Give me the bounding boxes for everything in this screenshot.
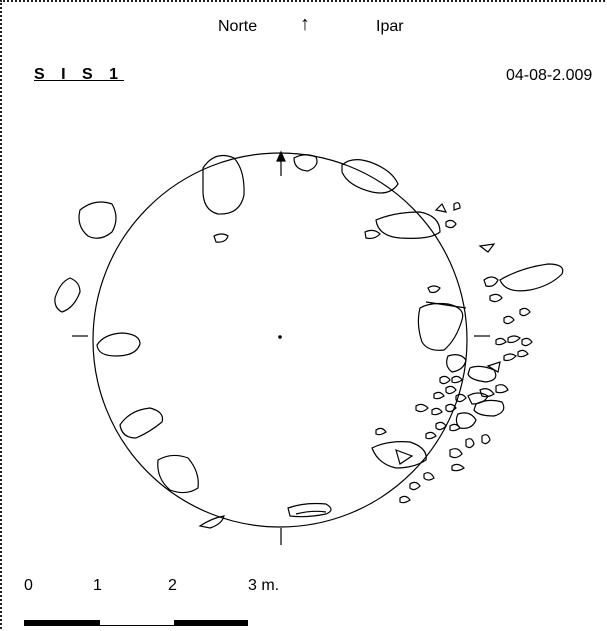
scale-label-1: 1: [93, 577, 102, 594]
stone: [455, 412, 477, 429]
scale-label-0: 0: [24, 577, 33, 594]
stone: [202, 155, 245, 215]
stone: [423, 472, 435, 481]
stone: [503, 353, 517, 362]
stone: [375, 211, 441, 239]
stone: [453, 202, 461, 211]
stone: [445, 385, 457, 395]
stone: [213, 233, 229, 243]
stone: [198, 515, 225, 529]
stone: [371, 441, 427, 469]
scale-bar-segment-filled: [174, 620, 248, 626]
scale-label-3: 3 m.: [248, 577, 280, 594]
stone: [519, 307, 531, 317]
stone: [399, 495, 411, 504]
stone: [364, 229, 381, 240]
site-title: S I S 1: [34, 66, 125, 83]
stone: [341, 159, 399, 194]
stone: [483, 276, 499, 287]
stone: [455, 393, 467, 403]
stone: [54, 277, 81, 313]
stone: [415, 403, 429, 413]
stone: [439, 375, 451, 385]
stone-edge: [295, 510, 327, 515]
stone: [451, 463, 465, 472]
stone: [446, 354, 467, 373]
stone: [293, 154, 318, 172]
scale-bar-segment-filled: [24, 620, 100, 626]
stone: [495, 337, 507, 346]
stone: [451, 375, 463, 384]
stone-inner: [395, 449, 414, 465]
stone: [425, 431, 437, 440]
survey-date: 04-08-2.009: [506, 67, 593, 84]
stone: [507, 335, 521, 344]
stone: [96, 332, 141, 357]
stone-edge: [425, 301, 467, 309]
stone: [287, 502, 332, 518]
stone: [467, 365, 497, 383]
center-point: [278, 335, 282, 339]
stone: [503, 315, 515, 325]
stone: [427, 285, 441, 294]
stone: [445, 403, 457, 413]
stone: [479, 388, 495, 398]
stone: [521, 337, 533, 347]
north-tick-arrow-icon: [276, 150, 286, 162]
stone: [435, 421, 447, 431]
stone: [434, 202, 448, 213]
stone: [119, 407, 164, 439]
north-label-spanish: Norte: [218, 18, 258, 35]
north-label-basque: Ipar: [376, 18, 404, 35]
stone: [449, 423, 461, 432]
stone: [417, 302, 464, 351]
stone: [449, 448, 463, 459]
stone: [445, 219, 457, 229]
scattered-stones: [375, 202, 564, 504]
stone: [375, 427, 387, 436]
stone: [495, 384, 509, 394]
stone: [517, 349, 529, 358]
scale-label-2: 2: [168, 577, 177, 594]
stone: [467, 392, 489, 405]
stone: [473, 399, 505, 417]
scale-bar-segment-empty: [100, 625, 174, 626]
stone: [409, 481, 421, 491]
stone: [489, 293, 503, 303]
stones: [54, 154, 467, 529]
stone: [157, 454, 199, 494]
stone: [499, 263, 564, 292]
stone: [481, 434, 491, 445]
north-arrow-icon: ↑: [300, 13, 310, 35]
stone: [431, 407, 443, 416]
stone: [78, 201, 117, 239]
stone: [433, 391, 445, 400]
stone: [465, 438, 475, 449]
stone: [478, 243, 496, 253]
cromlech-circle: [92, 152, 468, 528]
